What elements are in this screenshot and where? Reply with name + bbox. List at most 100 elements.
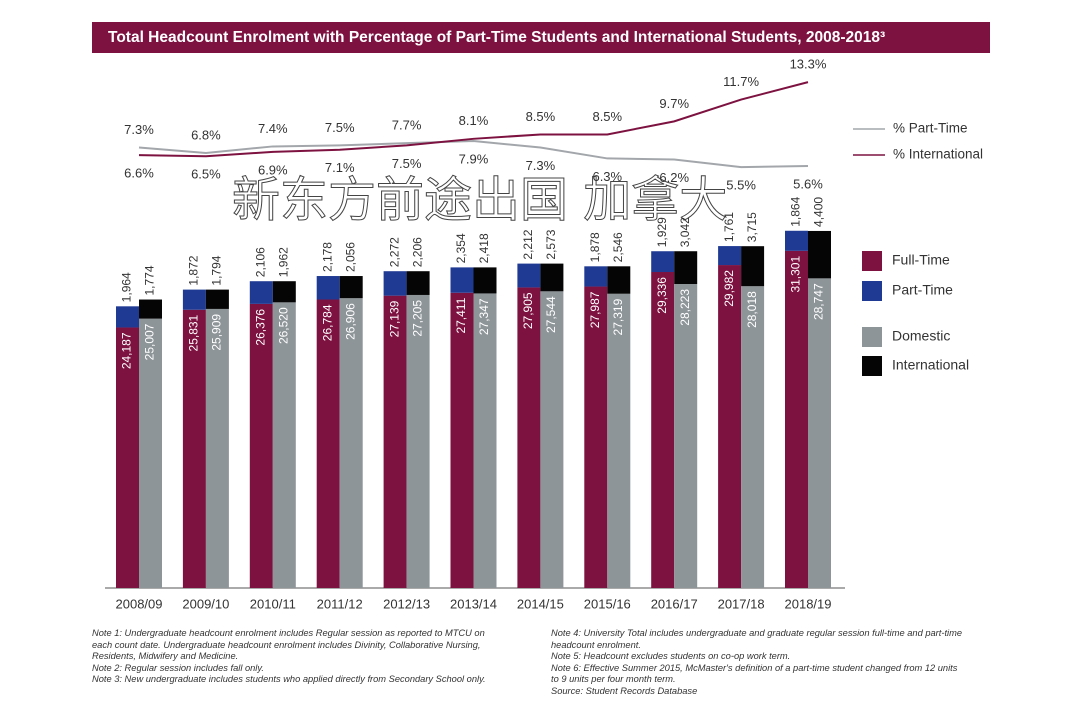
bar-segment: [651, 272, 675, 588]
line-value-label: 6.6%: [124, 166, 154, 181]
x-tick-label: 2012/13: [383, 596, 430, 611]
note-line: Residents, Midwifery and Medicine.: [92, 651, 239, 662]
legend-label: Domestic: [892, 328, 950, 344]
value-label: 26,906: [343, 303, 357, 340]
bar-segment: [249, 303, 273, 588]
bar-segment: [383, 295, 407, 588]
line-value-label: 7.9%: [459, 151, 489, 166]
value-label: 1,878: [588, 232, 602, 262]
note-line: Source: Student Records Database: [551, 685, 698, 696]
value-label: 28,018: [745, 291, 759, 328]
legend-swatch: [862, 251, 882, 271]
value-label: 29,336: [655, 277, 669, 314]
value-label: 1,872: [187, 255, 201, 285]
bar-segment: [406, 271, 430, 295]
value-label: 1,964: [120, 272, 134, 302]
bar-segment: [540, 263, 564, 292]
line-value-label: 11.7%: [723, 74, 759, 89]
bar-segment: [182, 309, 206, 588]
bar-segment: [450, 267, 474, 293]
bar-segment: [339, 298, 363, 588]
bar-segment: [607, 266, 631, 294]
line-value-label: 8.1%: [459, 113, 489, 128]
bar-segment: [116, 306, 139, 328]
bar-segment: [741, 246, 765, 287]
value-label: 2,106: [253, 247, 267, 277]
note-line: each count date. Undergraduate headcount…: [92, 639, 481, 650]
line-value-label: 9.7%: [659, 96, 689, 111]
value-label: 29,982: [722, 270, 736, 307]
chart-title: Total Headcount Enrolment with Percentag…: [108, 29, 885, 46]
bar-segment: [473, 293, 497, 588]
line-value-label: 7.4%: [258, 121, 288, 136]
note-line: headcount enrolment.: [551, 639, 641, 650]
value-label: 24,187: [120, 332, 134, 369]
line-value-label: 5.5%: [726, 178, 756, 193]
legend-label: Full-Time: [892, 252, 950, 268]
x-tick-label: 2010/11: [250, 596, 296, 611]
bar-segment: [584, 266, 608, 287]
note-line: Note 5: Headcount excludes students on c…: [551, 651, 791, 662]
bar-segment: [116, 327, 139, 588]
line-value-label: 5.6%: [793, 176, 823, 191]
x-tick-label: 2008/09: [116, 596, 163, 611]
line-value-label: 7.5%: [325, 120, 355, 135]
chart: Total Headcount Enrolment with Percentag…: [92, 22, 990, 611]
note-line: Note 6: Effective Summer 2015, McMaster'…: [551, 662, 958, 673]
value-label: 28,223: [678, 289, 692, 326]
x-tick-label: 2016/17: [651, 596, 698, 611]
bar-segment: [607, 293, 631, 588]
value-label: 2,212: [521, 229, 535, 259]
value-label: 27,139: [387, 300, 401, 337]
value-label: 3,042: [678, 217, 692, 247]
bar-segment: [182, 289, 206, 310]
value-label: 2,354: [454, 233, 468, 263]
line-value-label: 6.2%: [659, 170, 689, 185]
line-value-label: 7.1%: [325, 160, 355, 175]
line-value-label: 13.3%: [790, 57, 827, 72]
value-label: 4,400: [812, 197, 826, 227]
bar-segment: [785, 250, 808, 589]
legend-swatch: [862, 356, 882, 376]
watermark: 新东方前途出国 加拿大: [232, 172, 727, 228]
value-label: 1,761: [722, 212, 736, 242]
line-value-label: 7.3%: [526, 158, 556, 173]
value-label: 27,905: [521, 292, 535, 329]
bar-segment: [339, 276, 363, 299]
notes-left: Note 1: Undergraduate headcount enrolmen…: [92, 628, 532, 686]
bar-segment: [139, 318, 162, 588]
line: [138, 139, 809, 169]
bar-segment: [517, 287, 541, 588]
legend-swatch: [862, 281, 882, 301]
line-value-label: 7.5%: [392, 156, 422, 171]
x-tick-label: 2015/16: [584, 596, 631, 611]
value-label: 28,747: [812, 283, 826, 320]
bar-segment: [674, 283, 698, 588]
line: [138, 81, 809, 158]
line-value-label: 7.3%: [124, 122, 154, 137]
bar-segment: [383, 271, 407, 296]
value-label: 25,007: [143, 323, 157, 360]
bar-segment: [450, 292, 474, 588]
value-label: 2,206: [410, 237, 424, 267]
legend-label: International: [892, 357, 969, 373]
bar-segment: [473, 267, 497, 294]
bar-segment: [808, 278, 831, 588]
x-tick-label: 2013/14: [450, 596, 497, 611]
note-line: Note 4: University Total includes underg…: [551, 628, 963, 638]
value-label: 1,929: [655, 217, 669, 247]
value-label: 1,864: [789, 196, 803, 226]
note-line: to 9 units per four month term.: [551, 674, 676, 685]
line-value-label: 6.9%: [258, 162, 288, 177]
bar-segment: [517, 263, 541, 288]
value-label: 2,573: [544, 229, 558, 259]
value-label: 2,178: [320, 242, 334, 272]
value-label: 26,520: [276, 307, 290, 344]
value-label: 1,962: [276, 247, 290, 277]
bar-segment: [741, 286, 765, 588]
value-label: 27,411: [454, 297, 468, 333]
value-label: 2,418: [477, 233, 491, 263]
bar-segment: [316, 276, 340, 300]
bar-segment: [272, 281, 296, 303]
line-value-label: 8.5%: [526, 109, 556, 124]
